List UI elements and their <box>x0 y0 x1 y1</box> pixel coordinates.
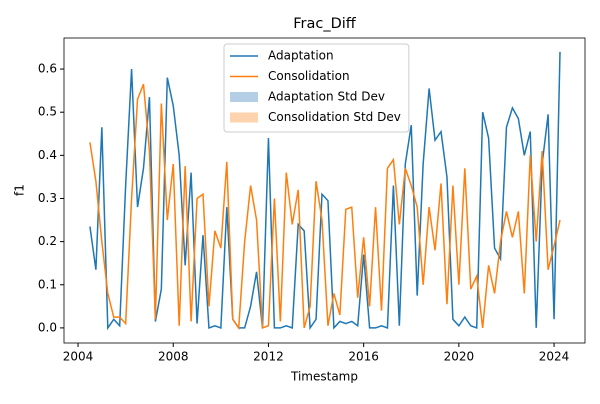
y-tick-label: 0.5 <box>38 105 57 119</box>
y-tick-label: 0.2 <box>38 234 57 248</box>
y-tick-label: 0.6 <box>38 62 57 76</box>
y-tick-label: 0.3 <box>38 191 57 205</box>
legend-label: Adaptation <box>268 49 334 63</box>
y-tick-label: 0.0 <box>38 320 57 334</box>
x-tick-label: 2020 <box>444 350 475 364</box>
legend-label: Consolidation Std Dev <box>268 110 401 124</box>
x-tick-label: 2012 <box>253 350 284 364</box>
x-tick-label: 2004 <box>63 350 94 364</box>
plot-frame <box>63 37 586 344</box>
series-line <box>89 51 561 331</box>
y-tick-label: 0.1 <box>38 277 57 291</box>
series-line <box>89 83 561 331</box>
chart-title: Frac_Diff <box>293 16 357 32</box>
legend-label: Consolidation <box>268 69 350 83</box>
legend: Adaptation Consolidation Adaptation Std De… <box>223 43 410 133</box>
x-tick-label: 2024 <box>539 350 570 364</box>
x-axis-label: Timestamp <box>290 370 358 384</box>
y-tick-label: 0.4 <box>38 148 57 162</box>
legend-patch <box>230 112 258 123</box>
legend-label: Adaptation Std Dev <box>268 90 385 104</box>
x-tick-label: 2016 <box>348 350 379 364</box>
legend-box <box>223 43 410 133</box>
x-tick-label: 2008 <box>158 350 189 364</box>
legend-patch <box>230 92 258 102</box>
y-axis-label: f1 <box>13 184 27 196</box>
